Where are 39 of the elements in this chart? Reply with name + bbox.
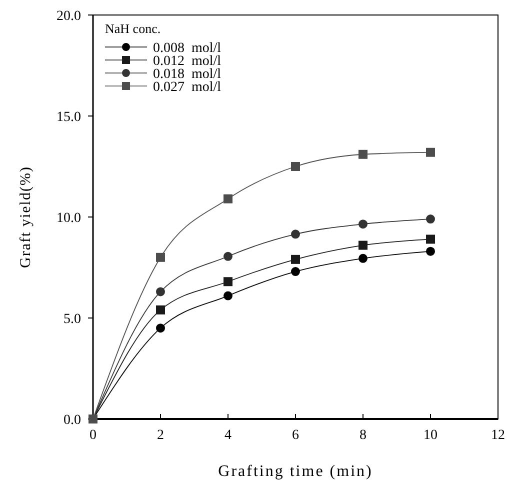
- x-tick-label: 10: [424, 428, 438, 443]
- point: [358, 150, 368, 159]
- x-tick-label: 4: [224, 428, 232, 443]
- legend-title: NaH conc.: [105, 21, 161, 36]
- point: [358, 220, 368, 229]
- y-tick-label: 10.0: [56, 211, 81, 226]
- y-tick-label: 15.0: [56, 110, 81, 125]
- point: [291, 254, 300, 264]
- x-tick-label: 8: [360, 428, 366, 443]
- point: [156, 287, 165, 296]
- x-axis-title: Grafting time (min): [218, 463, 373, 480]
- point: [426, 234, 435, 244]
- point: [224, 291, 232, 300]
- y-axis-title: Graft yield(%): [18, 166, 34, 268]
- point: [426, 214, 435, 224]
- point: [426, 246, 435, 256]
- point: [291, 162, 300, 171]
- y-tick-label: 20.0: [56, 9, 81, 24]
- legend-label: 0.027 mol/l: [153, 80, 222, 95]
- legend-label: 0.018 mol/l: [153, 67, 222, 82]
- legend-label: 0.008 mol/l: [153, 41, 222, 56]
- point: [291, 267, 300, 276]
- point: [156, 324, 165, 333]
- y-tick-label: 0.0: [64, 413, 81, 428]
- point: [426, 148, 435, 157]
- point: [358, 240, 368, 250]
- point: [156, 305, 165, 314]
- point: [291, 230, 300, 239]
- x-tick-label: 12: [491, 428, 505, 443]
- x-tick-label: 2: [157, 428, 164, 443]
- point: [224, 252, 232, 261]
- point: [224, 277, 232, 286]
- legend-label: 0.012 mol/l: [153, 54, 222, 69]
- point: [224, 194, 232, 204]
- point: [156, 252, 165, 262]
- x-tick-label: 6: [292, 428, 299, 443]
- point: [358, 254, 368, 263]
- y-tick-label: 5.0: [64, 312, 81, 327]
- x-tick-label: 0: [90, 428, 96, 443]
